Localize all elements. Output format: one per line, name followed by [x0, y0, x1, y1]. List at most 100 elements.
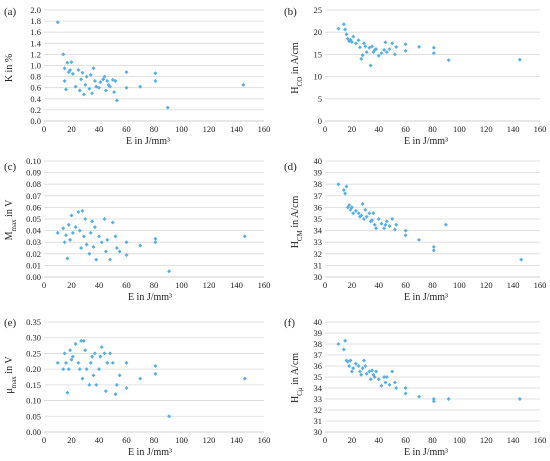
x-tick-label-a: 20 [67, 124, 76, 134]
data-point-a [92, 79, 97, 84]
data-point-f [341, 347, 346, 352]
data-point-b [359, 56, 364, 61]
data-point-f [372, 375, 377, 379]
data-point-f [368, 377, 373, 382]
data-point-d [403, 228, 408, 233]
x-tick-label-e: 0 [42, 435, 46, 445]
data-point-d [384, 219, 389, 224]
y-tick-label-c: 0.06 [26, 202, 41, 212]
x-tick-label-d: 160 [534, 280, 547, 290]
data-point-b [357, 45, 362, 50]
panel-b: (b) HCO in A/cm E in J/mm³ 0 5 10 15 20 25 0 20… [284, 5, 546, 147]
data-point-e [84, 367, 89, 372]
data-point-f [359, 372, 364, 377]
y-tick-label-e: 0.30 [26, 333, 41, 343]
x-tick-label-a: 0 [42, 124, 46, 134]
data-point-a [84, 74, 89, 79]
data-point-f [376, 377, 381, 382]
data-point-b [336, 26, 341, 31]
data-point-d [443, 222, 448, 227]
data-point-e [65, 390, 70, 395]
data-point-b [387, 47, 392, 52]
data-point-e [117, 373, 122, 378]
data-point-e [103, 389, 108, 394]
y-tick-label-a: 1.4 [30, 38, 41, 48]
y-axis-label-e: μmax in V [4, 356, 18, 394]
data-point-a [124, 70, 129, 75]
y-tick-label-e: 0.15 [26, 380, 41, 390]
data-point-e [110, 360, 115, 365]
data-point-d [374, 226, 379, 231]
data-point-d [361, 217, 366, 221]
data-point-e [61, 367, 66, 372]
data-point-b [376, 53, 381, 58]
data-point-c [66, 222, 71, 227]
data-point-b [349, 39, 354, 44]
y-tick-label-b: 15 [314, 49, 323, 59]
data-point-f [387, 382, 392, 387]
data-point-c [242, 234, 247, 239]
y-tick-label-a: 1.0 [30, 61, 41, 71]
data-point-a [108, 84, 112, 89]
data-point-b [431, 51, 436, 56]
data-point-d [431, 248, 436, 253]
data-point-c [113, 234, 118, 239]
data-point-b [390, 41, 395, 46]
x-tick-label-f: 40 [375, 435, 384, 445]
y-tick-label-c: 0.01 [26, 260, 41, 270]
panel-label-a: (a) [4, 6, 17, 18]
data-point-b [383, 40, 388, 45]
y-tick-label-a: 1.6 [30, 27, 41, 37]
data-point-c [138, 243, 143, 248]
data-point-c [92, 225, 97, 230]
data-point-b [394, 44, 399, 49]
data-point-b [363, 44, 368, 49]
data-point-f [431, 397, 436, 401]
y-tick-label-d: 30 [314, 272, 323, 282]
data-point-f [356, 364, 361, 368]
x-tick-label-d: 80 [428, 280, 437, 290]
data-point-a [70, 71, 75, 76]
data-point-a [124, 85, 129, 90]
data-point-a [87, 86, 92, 91]
y-tick-label-c: 0.10 [26, 156, 41, 166]
data-point-e [68, 348, 73, 353]
data-point-f [431, 399, 436, 404]
data-point-f [446, 397, 451, 401]
x-tick-label-f: 140 [507, 435, 520, 445]
data-point-e [90, 354, 95, 359]
y-tick-label-b: 10 [314, 72, 323, 82]
data-point-f [336, 342, 341, 346]
data-point-e [69, 357, 74, 362]
y-tick-label-a: 0.6 [30, 83, 41, 93]
data-point-c [105, 237, 110, 242]
x-tick-label-f: 0 [323, 435, 327, 445]
data-point-e [242, 376, 247, 381]
data-point-e [94, 382, 99, 387]
data-point-c [90, 219, 95, 224]
data-point-a [114, 98, 119, 103]
data-point-d [343, 191, 348, 196]
data-point-d [382, 226, 387, 231]
y-tick-label-f: 33 [314, 394, 323, 404]
x-tick-label-b: 80 [428, 124, 437, 134]
data-point-b [353, 41, 358, 46]
data-point-c [64, 233, 68, 238]
data-point-f [348, 358, 353, 363]
x-tick-label-b: 100 [453, 124, 466, 134]
data-point-b [517, 57, 522, 62]
data-point-d [356, 211, 361, 216]
y-tick-label-d: 39 [314, 168, 323, 178]
x-axis-label-a: E in J/mm³ [126, 136, 170, 147]
y-tick-label-f: 39 [314, 328, 323, 338]
data-point-e [70, 354, 75, 359]
data-point-f [370, 368, 375, 373]
x-tick-label-e: 60 [122, 435, 131, 445]
data-point-c [80, 208, 85, 213]
data-point-b [382, 47, 387, 52]
x-tick-label-b: 20 [348, 124, 357, 134]
data-point-a [241, 82, 246, 87]
data-point-f [364, 371, 369, 376]
y-tick-label-f: 31 [314, 416, 323, 426]
